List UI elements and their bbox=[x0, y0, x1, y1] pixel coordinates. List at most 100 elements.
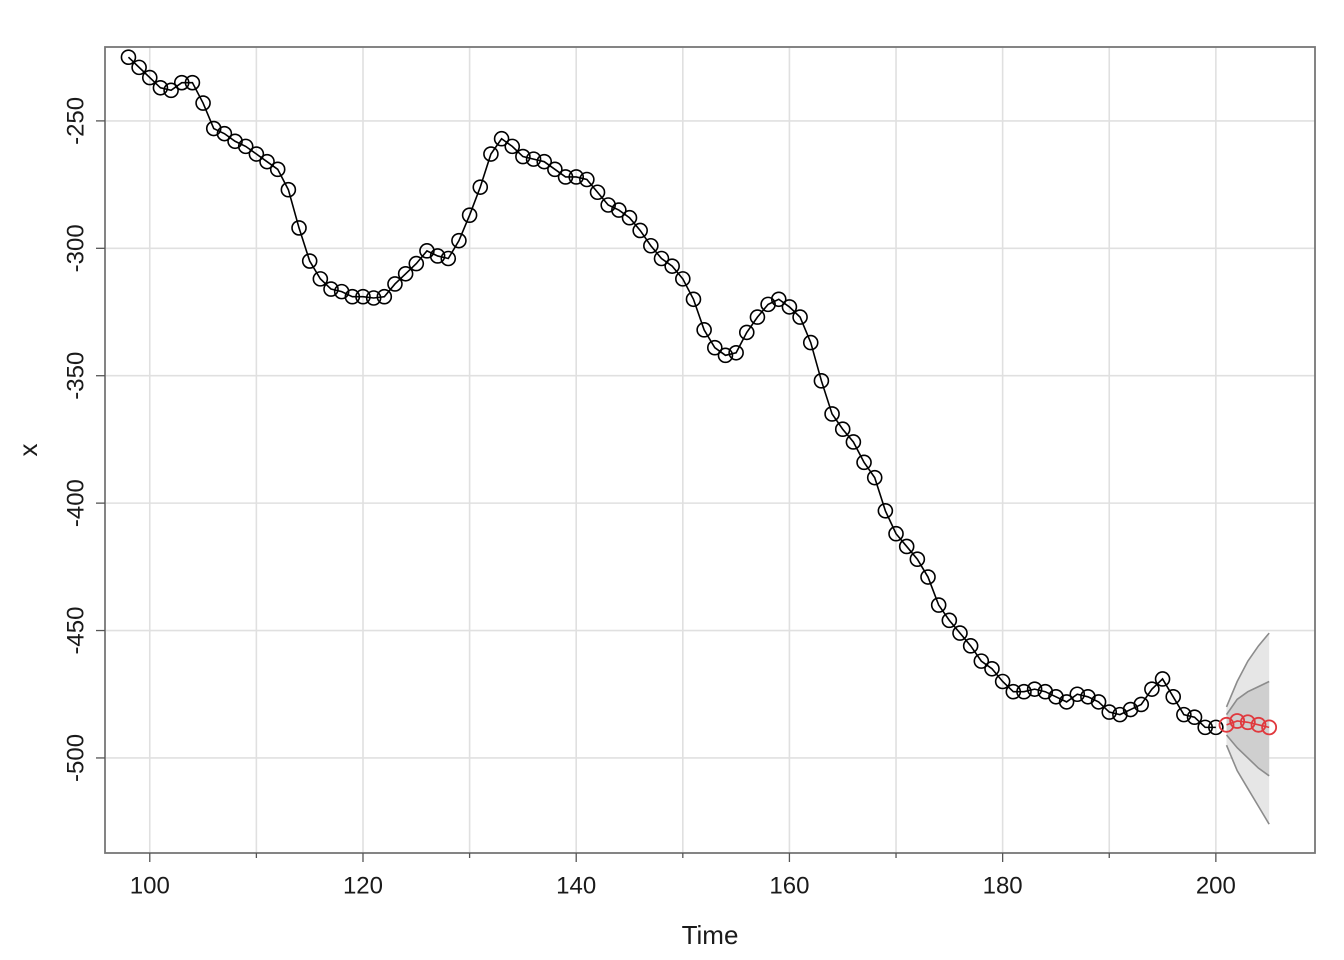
x-tick-label: 120 bbox=[343, 872, 383, 899]
observed-point bbox=[1069, 686, 1086, 703]
observed-point bbox=[653, 250, 670, 267]
observed-point bbox=[898, 538, 915, 555]
observed-point bbox=[664, 258, 680, 274]
observed-point bbox=[440, 250, 457, 267]
observed-point bbox=[930, 597, 947, 613]
observed-point bbox=[493, 130, 510, 147]
observed-point bbox=[280, 181, 297, 198]
y-tick-label: -500 bbox=[62, 734, 89, 782]
observed-point bbox=[696, 322, 712, 338]
observed-point bbox=[451, 232, 467, 249]
observed-point bbox=[344, 288, 361, 305]
observed-point bbox=[152, 79, 169, 96]
observed-point bbox=[802, 334, 819, 351]
observed-point bbox=[824, 406, 840, 422]
observed-point bbox=[984, 660, 1000, 677]
observed-point bbox=[141, 69, 158, 86]
observed-point bbox=[877, 502, 894, 519]
observed-point bbox=[589, 184, 606, 201]
observed-point bbox=[941, 612, 958, 629]
observed-point bbox=[1101, 704, 1118, 720]
observed-point bbox=[1165, 688, 1182, 705]
observed-point bbox=[429, 248, 446, 264]
observed-point bbox=[611, 202, 627, 218]
observed-point bbox=[195, 95, 211, 111]
observed-point bbox=[813, 373, 830, 389]
y-tick-label: -450 bbox=[62, 607, 89, 655]
observed-point bbox=[408, 255, 425, 272]
observed-point bbox=[323, 281, 339, 297]
observed-point bbox=[1016, 683, 1032, 700]
observed-point bbox=[173, 74, 190, 91]
observed-point bbox=[1133, 696, 1150, 713]
observed-point bbox=[291, 220, 307, 236]
observed-point bbox=[962, 638, 979, 654]
interval-edge bbox=[1225, 680, 1270, 716]
observed-point bbox=[568, 169, 585, 185]
observed-point bbox=[1090, 694, 1107, 710]
observed-point bbox=[504, 138, 521, 155]
observed-point bbox=[792, 309, 808, 325]
observed-point bbox=[920, 569, 936, 585]
observed-point bbox=[120, 49, 137, 65]
observed-point bbox=[365, 290, 382, 306]
x-tick-label: 160 bbox=[769, 872, 809, 899]
y-axis-title: x bbox=[13, 444, 43, 457]
observed-point bbox=[643, 237, 659, 254]
observed-point bbox=[856, 454, 872, 471]
observed-point bbox=[461, 207, 478, 223]
observed-point bbox=[888, 525, 904, 542]
x-axis-title: Time bbox=[682, 920, 739, 950]
x-tick-label: 100 bbox=[130, 872, 170, 899]
observed-point bbox=[685, 291, 702, 308]
x-tick-label: 140 bbox=[556, 872, 596, 899]
plot-frame bbox=[104, 46, 1316, 854]
x-tick-label: 200 bbox=[1196, 872, 1236, 899]
observed-point bbox=[216, 125, 233, 142]
observed-point bbox=[1005, 683, 1022, 700]
observed-point bbox=[387, 276, 403, 292]
forecast-point bbox=[1261, 719, 1278, 736]
observed-point bbox=[536, 153, 553, 170]
observed-point bbox=[909, 551, 926, 567]
observed-point bbox=[781, 299, 798, 315]
observed-line bbox=[127, 56, 1216, 729]
x-tick-label: 180 bbox=[983, 872, 1023, 899]
observed-point bbox=[301, 253, 318, 269]
observed-point bbox=[376, 288, 393, 305]
observed-point bbox=[1186, 709, 1203, 725]
observed-point bbox=[355, 288, 371, 305]
observed-point bbox=[547, 161, 563, 178]
observed-point bbox=[184, 74, 201, 91]
observed-point bbox=[248, 146, 265, 162]
observed-point bbox=[269, 161, 286, 178]
observed-point bbox=[259, 153, 275, 170]
observed-point bbox=[866, 469, 883, 486]
observed-point bbox=[738, 324, 755, 341]
observed-point bbox=[472, 179, 489, 195]
observed-point bbox=[579, 171, 595, 188]
observed-point bbox=[163, 82, 179, 99]
observed-point bbox=[749, 309, 766, 325]
observed-point bbox=[621, 209, 638, 226]
observed-point bbox=[515, 148, 531, 165]
forecast-point bbox=[1229, 713, 1246, 729]
forecast-point bbox=[1239, 714, 1256, 731]
observed-point bbox=[770, 291, 787, 308]
observed-point bbox=[312, 271, 329, 287]
observed-point bbox=[706, 339, 723, 356]
observed-point bbox=[1208, 719, 1224, 736]
observed-point bbox=[994, 673, 1011, 690]
observed-point bbox=[1026, 681, 1043, 697]
interval-edge bbox=[1225, 734, 1270, 777]
y-tick-label: -300 bbox=[62, 224, 89, 272]
y-tick-label: -400 bbox=[62, 479, 89, 527]
observed-point bbox=[834, 421, 851, 438]
observed-point bbox=[845, 434, 862, 450]
observed-point bbox=[632, 222, 648, 239]
interval-edge bbox=[1225, 632, 1270, 708]
observed-point bbox=[675, 271, 691, 287]
observed-point bbox=[1058, 694, 1075, 710]
observed-point bbox=[717, 347, 734, 364]
